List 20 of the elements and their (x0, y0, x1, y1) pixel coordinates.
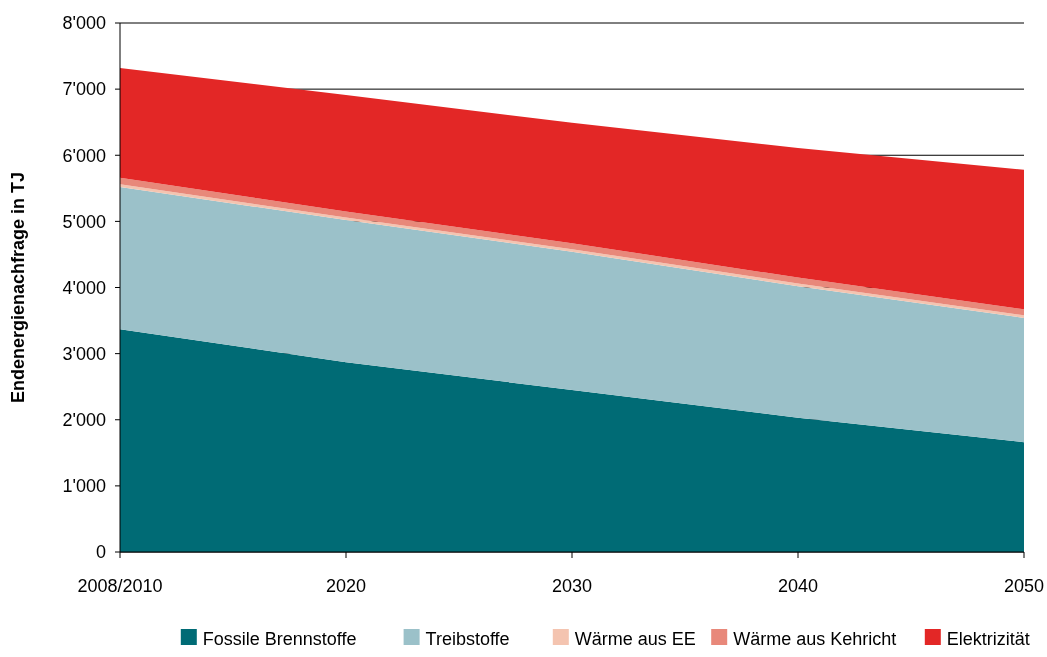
y-axis-title: Endenergienachfrage in TJ (8, 171, 28, 404)
x-tick-label: 2020 (325, 576, 367, 596)
y-tick-label: 4'000 (62, 277, 106, 298)
legend-label: Treibstoffe (425, 629, 510, 650)
x-tick-label: 2008/2010 (77, 576, 163, 596)
y-tick-label: 2'000 (62, 410, 106, 431)
x-tick-label: 2030 (551, 576, 593, 596)
legend-label: Wärme aus Kehricht (733, 629, 897, 650)
y-tick-label: 6'000 (62, 145, 106, 166)
y-tick-label: 5'000 (62, 211, 106, 232)
y-tick-label: 7'000 (62, 79, 106, 100)
y-tick-label: 1'000 (62, 476, 106, 497)
legend-label: Fossile Brennstoffe (202, 629, 357, 650)
y-tick-label: 8'000 (62, 13, 106, 34)
x-tick-label: 2050 (1003, 576, 1045, 596)
x-tick-label: 2040 (777, 576, 819, 596)
legend-label: Wärme aus EE (574, 629, 696, 650)
legend-label: Elektrizität (946, 629, 1030, 650)
y-tick-label: 0 (95, 542, 106, 563)
y-tick-label: 3'000 (62, 343, 106, 364)
